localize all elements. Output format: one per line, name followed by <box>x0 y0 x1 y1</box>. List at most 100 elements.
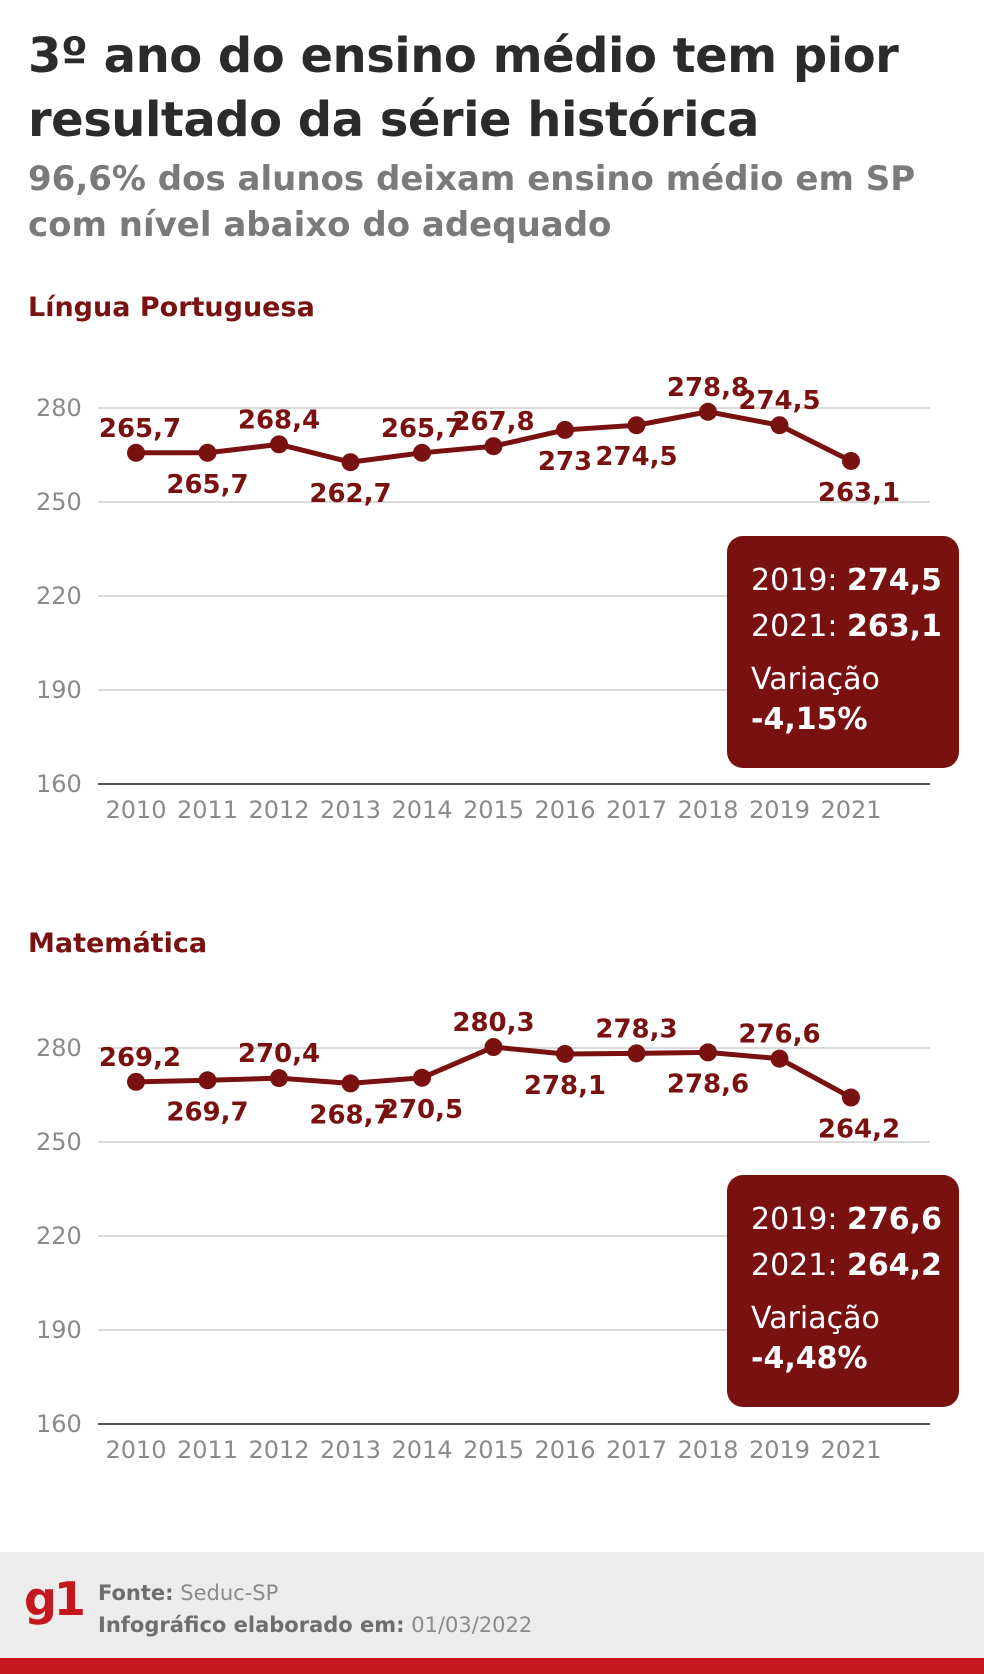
page-subtitle: 96,6% dos alunos deixam ensino médio em … <box>28 159 916 245</box>
data-point <box>413 1068 431 1087</box>
data-label: 270,5 <box>381 1095 463 1125</box>
data-label: 268,7 <box>309 1100 391 1130</box>
data-label: 265,7 <box>381 414 463 444</box>
summary-row-2019: 2019: 274,5 <box>751 558 959 604</box>
source-credits: Fonte: Seduc-SP Infográfico elaborado em… <box>98 1577 532 1641</box>
x-tick-label: 2019 <box>749 1436 810 1464</box>
g1-logo: g1 <box>24 1572 86 1626</box>
data-point <box>699 1043 717 1062</box>
variation-value: -4,48% <box>751 1341 868 1376</box>
data-point <box>198 1071 217 1090</box>
data-point <box>413 443 431 462</box>
y-tick-label: 160 <box>36 1410 82 1438</box>
data-label: 269,2 <box>99 1043 181 1073</box>
data-label: 278,6 <box>667 1069 749 1099</box>
summary-box-portuguese: 2019: 274,5 2021: 263,1 Variação -4,15% <box>727 536 959 768</box>
data-label: 269,7 <box>166 1097 248 1127</box>
x-tick-label: 2013 <box>320 1436 381 1464</box>
x-tick-label: 2015 <box>463 1436 524 1464</box>
data-label: 278,8 <box>667 373 749 403</box>
y-tick-label: 190 <box>36 1316 82 1344</box>
footer <box>0 1552 984 1658</box>
date-label: Infográfico elaborado em: <box>98 1613 405 1637</box>
data-point <box>556 420 574 439</box>
chart-title-portuguese: Língua Portuguesa <box>28 292 315 323</box>
chart-title-math: Matemática <box>28 928 208 959</box>
source-value: Seduc-SP <box>180 1581 279 1605</box>
y-tick-label: 220 <box>36 582 82 610</box>
data-point <box>627 1044 646 1063</box>
x-tick-label: 2014 <box>391 1436 452 1464</box>
y-tick-label: 250 <box>36 488 82 516</box>
y-tick-label: 220 <box>36 1222 82 1250</box>
x-tick-label: 2013 <box>320 796 381 824</box>
x-tick-label: 2017 <box>606 1436 667 1464</box>
date-value: 01/03/2022 <box>411 1613 533 1637</box>
data-point <box>770 416 789 435</box>
x-tick-label: 2018 <box>677 796 738 824</box>
summary-row-2019: 2019: 276,6 <box>751 1197 959 1243</box>
date-line: Infográfico elaborado em: 01/03/2022 <box>98 1609 532 1641</box>
data-point <box>341 453 360 472</box>
variation-label: Variação <box>751 1301 880 1336</box>
x-tick-label: 2012 <box>248 1436 309 1464</box>
x-tick-label: 2017 <box>606 796 667 824</box>
summary-value: 263,1 <box>847 609 942 644</box>
footer-bar <box>0 1658 984 1674</box>
x-tick-label: 2021 <box>820 796 881 824</box>
data-label: 270,4 <box>238 1039 320 1069</box>
x-tick-label: 2011 <box>177 796 238 824</box>
data-point <box>484 437 503 456</box>
x-tick-label: 2011 <box>177 1436 238 1464</box>
data-label: 264,2 <box>818 1115 900 1145</box>
x-tick-label: 2018 <box>677 1436 738 1464</box>
data-label: 262,7 <box>309 479 391 509</box>
data-label: 274,5 <box>738 386 820 416</box>
data-point <box>341 1074 360 1093</box>
y-tick-label: 280 <box>36 1034 82 1062</box>
data-point <box>627 416 646 435</box>
data-label: 280,3 <box>452 1008 534 1038</box>
x-tick-label: 2015 <box>463 796 524 824</box>
x-tick-label: 2012 <box>248 796 309 824</box>
data-point <box>484 1038 503 1057</box>
summary-value: 264,2 <box>847 1248 942 1283</box>
data-label: 273 <box>538 447 592 477</box>
y-tick-label: 280 <box>36 394 82 422</box>
x-tick-label: 2021 <box>820 1436 881 1464</box>
summary-box-math: 2019: 276,6 2021: 264,2 Variação -4,48% <box>727 1175 959 1407</box>
data-label: 278,3 <box>595 1014 677 1044</box>
data-label: 278,1 <box>524 1071 606 1101</box>
variation-label: Variação <box>751 662 880 697</box>
data-point <box>270 435 288 454</box>
summary-label: 2021: <box>751 1248 838 1283</box>
x-tick-label: 2016 <box>534 796 595 824</box>
data-label: 265,7 <box>166 470 248 500</box>
summary-label: 2021: <box>751 609 838 644</box>
data-label: 263,1 <box>818 478 900 508</box>
data-point <box>198 443 217 462</box>
page-title: 3º ano do ensino médio tem pior resultad… <box>28 28 899 148</box>
data-label: 265,7 <box>99 414 181 444</box>
summary-label: 2019: <box>751 563 838 598</box>
summary-value: 276,6 <box>847 1202 942 1237</box>
x-tick-label: 2010 <box>105 1436 166 1464</box>
source-line: Fonte: Seduc-SP <box>98 1577 532 1609</box>
x-tick-label: 2010 <box>105 796 166 824</box>
data-point <box>842 1088 860 1107</box>
y-tick-label: 160 <box>36 770 82 798</box>
y-tick-label: 250 <box>36 1128 82 1156</box>
line-chart-math: 280 250 220 190 160 2010 2011 2012 2013 2014 2015 2… <box>36 1008 930 1464</box>
summary-label: 2019: <box>751 1202 838 1237</box>
summary-row-2021: 2021: 263,1 <box>751 604 959 650</box>
summary-row-2021: 2021: 264,2 <box>751 1243 959 1289</box>
data-point <box>270 1069 288 1088</box>
data-point <box>127 1072 145 1091</box>
data-point <box>556 1044 574 1063</box>
x-tick-label: 2016 <box>534 1436 595 1464</box>
data-label: 276,6 <box>738 1020 820 1050</box>
data-label: 274,5 <box>595 442 677 472</box>
summary-value: 274,5 <box>847 563 942 598</box>
variation-value: -4,15% <box>751 702 868 737</box>
x-tick-label: 2014 <box>391 796 452 824</box>
